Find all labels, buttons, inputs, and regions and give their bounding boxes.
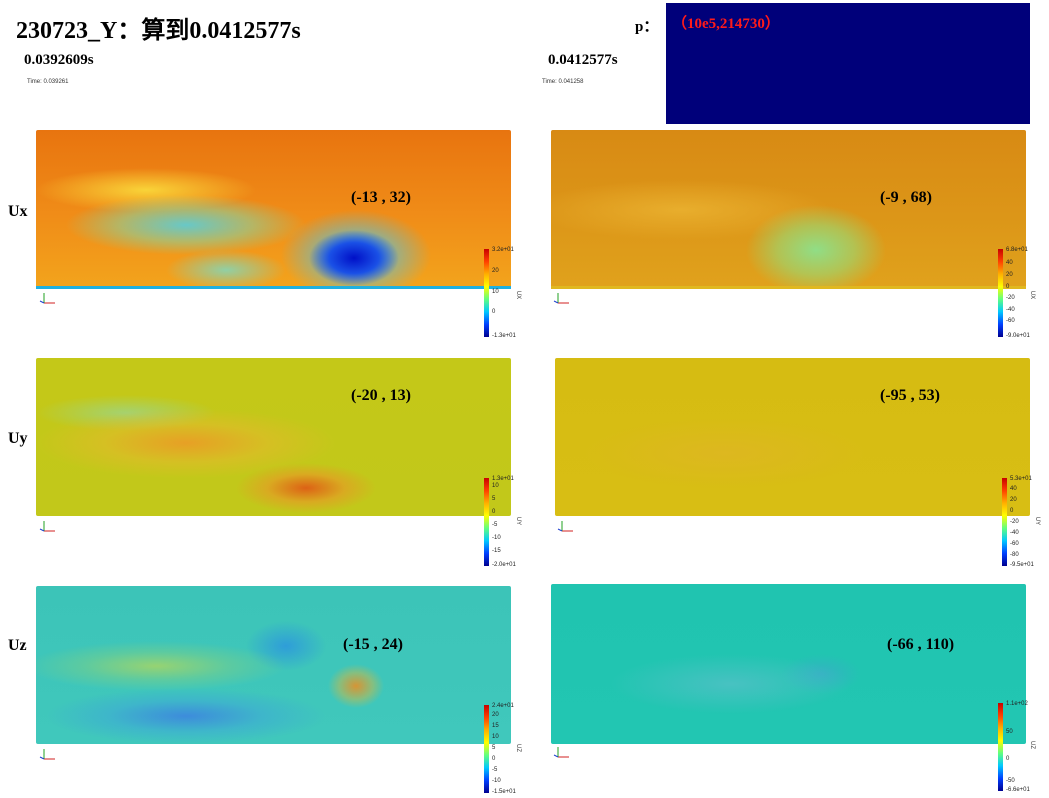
- ux-right-colorbar: [998, 249, 1003, 337]
- tick-label: 3.2e+01: [492, 247, 514, 253]
- tick-label: -9.5e+01: [1010, 562, 1034, 568]
- axes-triad-icon: [557, 521, 573, 532]
- ux-right-wall: [551, 286, 1026, 289]
- tick-label: -10: [492, 778, 501, 784]
- tick-label: -15: [492, 548, 501, 554]
- tick-label: 20: [492, 268, 499, 274]
- uy-right-field: [555, 358, 1030, 516]
- pressure-value: （10e5,214730）: [672, 16, 780, 32]
- tick-label: 20: [1006, 272, 1013, 278]
- tick-label: 0: [492, 756, 496, 762]
- tick-label: 0: [1006, 284, 1010, 290]
- tick-label: -5: [492, 767, 498, 773]
- uy-right-colorbar-title: UY: [1034, 516, 1041, 526]
- ux-left-coord: (-13 , 32): [351, 189, 411, 206]
- tick-label: 15: [492, 723, 499, 729]
- tick-label: -1.5e+01: [492, 789, 516, 795]
- uy-left-field: [36, 358, 511, 516]
- uz-left-colorbar: [484, 705, 489, 793]
- right-time-label: 0.0412577s: [548, 52, 618, 68]
- tick-label: 1.1e+02: [1006, 701, 1028, 707]
- uz-left-field: [36, 586, 511, 744]
- axes-triad-icon: [553, 747, 569, 758]
- tick-label: 5.3e+01: [1010, 476, 1032, 482]
- row-label-uz: Uz: [8, 637, 27, 654]
- tick-label: 10: [492, 734, 499, 740]
- tick-label: -9.0e+01: [1006, 333, 1030, 339]
- tick-label: -20: [1010, 519, 1019, 525]
- uz-right-field: [551, 584, 1026, 744]
- axes-triad-icon: [39, 293, 55, 304]
- uz-right-colorbar-title: UZ: [1029, 741, 1035, 749]
- tick-label: -60: [1006, 318, 1015, 324]
- ux-right-field: [551, 130, 1026, 288]
- uy-left-colorbar-title: UY: [515, 516, 522, 526]
- tick-label: -1.3e+01: [492, 333, 516, 339]
- ux-left-colorbar: [484, 249, 489, 337]
- tick-label: 6.8e+01: [1006, 247, 1028, 253]
- tick-label: 10: [492, 289, 499, 295]
- ux-left-colorbar-title: UX: [515, 290, 522, 300]
- ux-left-field: [36, 130, 511, 288]
- tick-label: 2.4e+01: [492, 703, 514, 709]
- pressure-label: p：: [635, 19, 659, 35]
- uz-right-coord: (-66 , 110): [887, 636, 955, 653]
- uz-left-coord: (-15 , 24): [343, 636, 403, 653]
- tick-label: 0: [492, 509, 496, 515]
- tick-label: 50: [1006, 729, 1013, 735]
- tick-label: -50: [1006, 778, 1015, 784]
- right-time-small: Time: 0.041258: [542, 79, 584, 85]
- axes-triad-icon: [553, 293, 569, 304]
- ux-right-colorbar-title: UX: [1029, 290, 1036, 300]
- uy-left-colorbar: [484, 478, 489, 566]
- tick-label: -40: [1006, 307, 1015, 313]
- tick-label: 0: [1006, 756, 1010, 762]
- uz-right-colorbar: [998, 703, 1003, 791]
- tick-label: -2.0e+01: [492, 562, 516, 568]
- left-time-label: 0.0392609s: [24, 52, 94, 68]
- axes-triad-icon: [39, 749, 55, 760]
- left-time-small: Time: 0.039261: [27, 79, 69, 85]
- tick-label: -40: [1010, 530, 1019, 536]
- tick-label: -5: [492, 522, 498, 528]
- tick-label: 1.3e+01: [492, 476, 514, 482]
- row-label-ux: Ux: [8, 203, 28, 220]
- tick-label: -6.6e+01: [1006, 787, 1030, 793]
- row-label-uy: Uy: [8, 430, 28, 447]
- tick-label: 0: [492, 309, 496, 315]
- uy-right-coord: (-95 , 53): [880, 387, 940, 404]
- tick-label: -80: [1010, 552, 1019, 558]
- tick-label: 10: [492, 483, 499, 489]
- uy-left-coord: (-20 , 13): [351, 387, 411, 404]
- tick-label: -60: [1010, 541, 1019, 547]
- uy-right-colorbar: [1002, 478, 1007, 566]
- tick-label: 5: [492, 496, 496, 502]
- ux-right-coord: (-9 , 68): [880, 189, 932, 206]
- uz-left-colorbar-title: UZ: [515, 744, 521, 752]
- tick-label: -10: [492, 535, 501, 541]
- ux-left-wall: [36, 286, 511, 289]
- page-title: 230723_Y：算到0.0412577s: [16, 18, 301, 44]
- tick-label: 0: [1010, 508, 1014, 514]
- tick-label: 5: [492, 745, 496, 751]
- axes-triad-icon: [39, 521, 55, 532]
- tick-label: -20: [1006, 295, 1015, 301]
- tick-label: 40: [1006, 260, 1013, 266]
- tick-label: 20: [1010, 497, 1017, 503]
- tick-label: 20: [492, 712, 499, 718]
- pressure-panel: [666, 3, 1030, 124]
- tick-label: 40: [1010, 486, 1017, 492]
